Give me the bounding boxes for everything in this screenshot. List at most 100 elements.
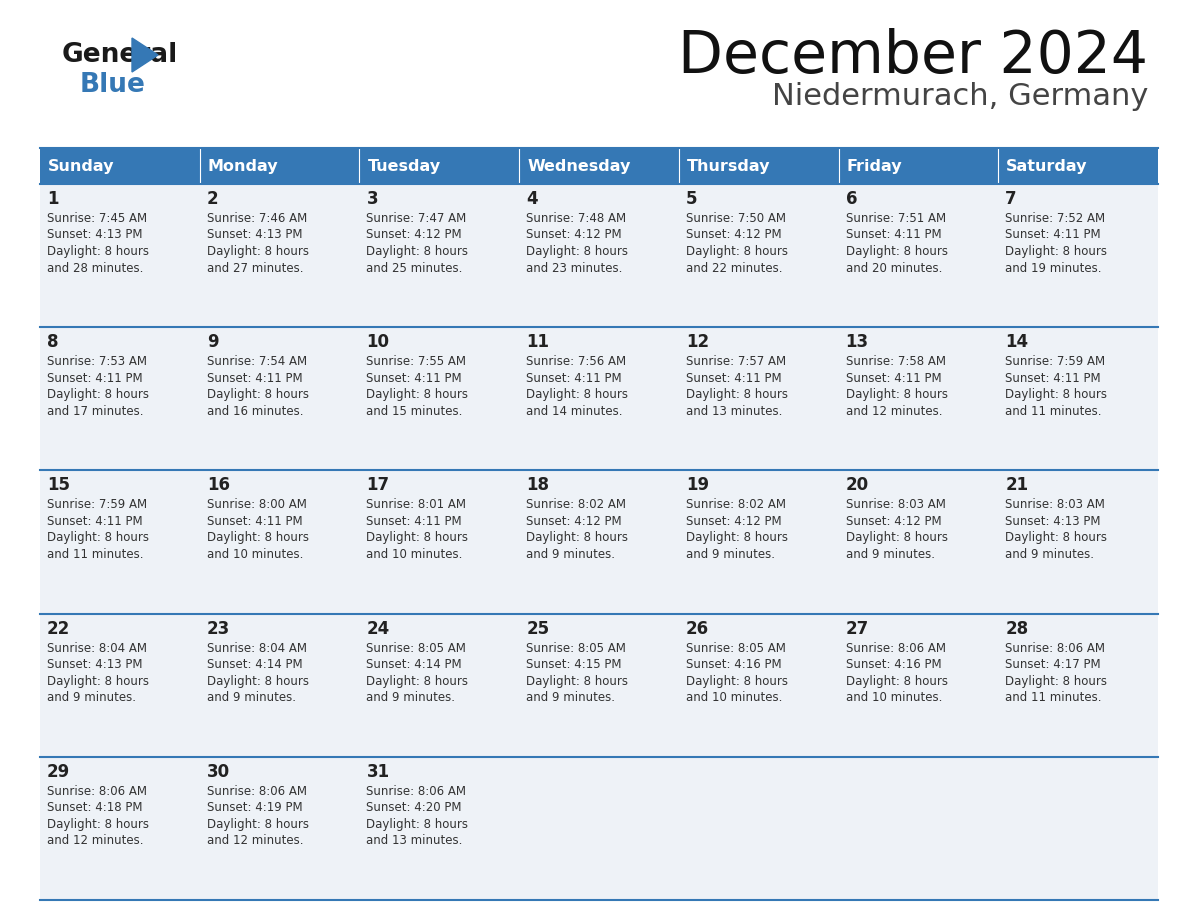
- Text: 21: 21: [1005, 476, 1029, 495]
- Bar: [839, 148, 998, 184]
- Bar: [998, 327, 1158, 470]
- Text: Daylight: 8 hours: Daylight: 8 hours: [207, 532, 309, 544]
- Text: and 12 minutes.: and 12 minutes.: [846, 405, 942, 418]
- Text: and 9 minutes.: and 9 minutes.: [526, 548, 615, 561]
- Text: Daylight: 8 hours: Daylight: 8 hours: [526, 388, 628, 401]
- Text: Daylight: 8 hours: Daylight: 8 hours: [1005, 532, 1107, 544]
- Text: Sunrise: 7:59 AM: Sunrise: 7:59 AM: [48, 498, 147, 511]
- Bar: [998, 756, 1158, 900]
- Bar: [678, 327, 839, 470]
- Text: Wednesday: Wednesday: [527, 159, 631, 174]
- Text: Sunrise: 8:00 AM: Sunrise: 8:00 AM: [207, 498, 307, 511]
- Text: Daylight: 8 hours: Daylight: 8 hours: [846, 532, 948, 544]
- Text: Blue: Blue: [80, 72, 146, 98]
- Text: General: General: [62, 42, 178, 68]
- Text: 17: 17: [366, 476, 390, 495]
- Text: Sunrise: 8:05 AM: Sunrise: 8:05 AM: [526, 642, 626, 655]
- Text: Sunset: 4:11 PM: Sunset: 4:11 PM: [846, 229, 941, 241]
- Text: Sunrise: 8:03 AM: Sunrise: 8:03 AM: [1005, 498, 1105, 511]
- Text: and 9 minutes.: and 9 minutes.: [48, 691, 135, 704]
- Bar: [519, 148, 678, 184]
- Text: and 9 minutes.: and 9 minutes.: [207, 691, 296, 704]
- Text: 5: 5: [685, 190, 697, 208]
- Text: 25: 25: [526, 620, 549, 638]
- Text: Sunset: 4:11 PM: Sunset: 4:11 PM: [1005, 372, 1101, 385]
- Text: Sunset: 4:20 PM: Sunset: 4:20 PM: [366, 801, 462, 814]
- Text: Sunset: 4:11 PM: Sunset: 4:11 PM: [207, 515, 302, 528]
- Text: Sunset: 4:12 PM: Sunset: 4:12 PM: [685, 229, 782, 241]
- Text: Sunset: 4:13 PM: Sunset: 4:13 PM: [48, 229, 143, 241]
- Text: Sunset: 4:11 PM: Sunset: 4:11 PM: [1005, 229, 1101, 241]
- Text: 30: 30: [207, 763, 229, 781]
- Text: Sunrise: 8:04 AM: Sunrise: 8:04 AM: [48, 642, 147, 655]
- Text: Daylight: 8 hours: Daylight: 8 hours: [1005, 245, 1107, 258]
- Text: Sunrise: 8:06 AM: Sunrise: 8:06 AM: [48, 785, 147, 798]
- Bar: [360, 184, 519, 327]
- Text: Daylight: 8 hours: Daylight: 8 hours: [526, 675, 628, 688]
- Text: Friday: Friday: [847, 159, 902, 174]
- Text: Sunset: 4:11 PM: Sunset: 4:11 PM: [207, 372, 302, 385]
- Text: 15: 15: [48, 476, 70, 495]
- Text: and 12 minutes.: and 12 minutes.: [207, 834, 303, 847]
- Bar: [40, 470, 200, 613]
- Text: Sunset: 4:12 PM: Sunset: 4:12 PM: [526, 229, 621, 241]
- Text: 19: 19: [685, 476, 709, 495]
- Text: Monday: Monday: [208, 159, 278, 174]
- Text: Sunset: 4:12 PM: Sunset: 4:12 PM: [685, 515, 782, 528]
- Text: 27: 27: [846, 620, 868, 638]
- Bar: [839, 756, 998, 900]
- Text: and 10 minutes.: and 10 minutes.: [846, 691, 942, 704]
- Text: and 16 minutes.: and 16 minutes.: [207, 405, 303, 418]
- Text: Sunrise: 7:58 AM: Sunrise: 7:58 AM: [846, 355, 946, 368]
- Text: Sunrise: 7:53 AM: Sunrise: 7:53 AM: [48, 355, 147, 368]
- Text: Sunset: 4:11 PM: Sunset: 4:11 PM: [366, 515, 462, 528]
- Text: Sunset: 4:11 PM: Sunset: 4:11 PM: [685, 372, 782, 385]
- Text: 6: 6: [846, 190, 857, 208]
- Bar: [519, 184, 678, 327]
- Text: Daylight: 8 hours: Daylight: 8 hours: [366, 245, 468, 258]
- Text: and 10 minutes.: and 10 minutes.: [685, 691, 782, 704]
- Text: and 11 minutes.: and 11 minutes.: [48, 548, 144, 561]
- Bar: [200, 327, 360, 470]
- Text: Sunset: 4:17 PM: Sunset: 4:17 PM: [1005, 658, 1101, 671]
- Text: Sunrise: 7:57 AM: Sunrise: 7:57 AM: [685, 355, 786, 368]
- Text: 9: 9: [207, 333, 219, 352]
- Text: Sunset: 4:12 PM: Sunset: 4:12 PM: [846, 515, 941, 528]
- Bar: [519, 470, 678, 613]
- Text: 7: 7: [1005, 190, 1017, 208]
- Text: Daylight: 8 hours: Daylight: 8 hours: [1005, 675, 1107, 688]
- Text: 4: 4: [526, 190, 538, 208]
- Bar: [200, 470, 360, 613]
- Text: 28: 28: [1005, 620, 1029, 638]
- Text: Daylight: 8 hours: Daylight: 8 hours: [207, 245, 309, 258]
- Text: and 9 minutes.: and 9 minutes.: [685, 548, 775, 561]
- Text: Sunset: 4:11 PM: Sunset: 4:11 PM: [366, 372, 462, 385]
- Text: and 11 minutes.: and 11 minutes.: [1005, 691, 1101, 704]
- Text: Thursday: Thursday: [687, 159, 770, 174]
- Text: and 28 minutes.: and 28 minutes.: [48, 262, 144, 274]
- Bar: [360, 756, 519, 900]
- Text: and 20 minutes.: and 20 minutes.: [846, 262, 942, 274]
- Text: Daylight: 8 hours: Daylight: 8 hours: [526, 532, 628, 544]
- Text: and 17 minutes.: and 17 minutes.: [48, 405, 144, 418]
- Text: Sunrise: 7:47 AM: Sunrise: 7:47 AM: [366, 212, 467, 225]
- Text: and 12 minutes.: and 12 minutes.: [48, 834, 144, 847]
- Text: Sunset: 4:15 PM: Sunset: 4:15 PM: [526, 658, 621, 671]
- Bar: [40, 613, 200, 756]
- Text: Sunrise: 7:46 AM: Sunrise: 7:46 AM: [207, 212, 307, 225]
- Bar: [40, 327, 200, 470]
- Bar: [200, 756, 360, 900]
- Bar: [200, 613, 360, 756]
- Text: and 13 minutes.: and 13 minutes.: [366, 834, 463, 847]
- Bar: [519, 756, 678, 900]
- Bar: [200, 148, 360, 184]
- Text: 26: 26: [685, 620, 709, 638]
- Text: 24: 24: [366, 620, 390, 638]
- Polygon shape: [132, 38, 158, 72]
- Text: Daylight: 8 hours: Daylight: 8 hours: [48, 675, 148, 688]
- Bar: [40, 184, 200, 327]
- Text: Sunrise: 8:01 AM: Sunrise: 8:01 AM: [366, 498, 467, 511]
- Text: and 25 minutes.: and 25 minutes.: [366, 262, 463, 274]
- Text: 20: 20: [846, 476, 868, 495]
- Text: 31: 31: [366, 763, 390, 781]
